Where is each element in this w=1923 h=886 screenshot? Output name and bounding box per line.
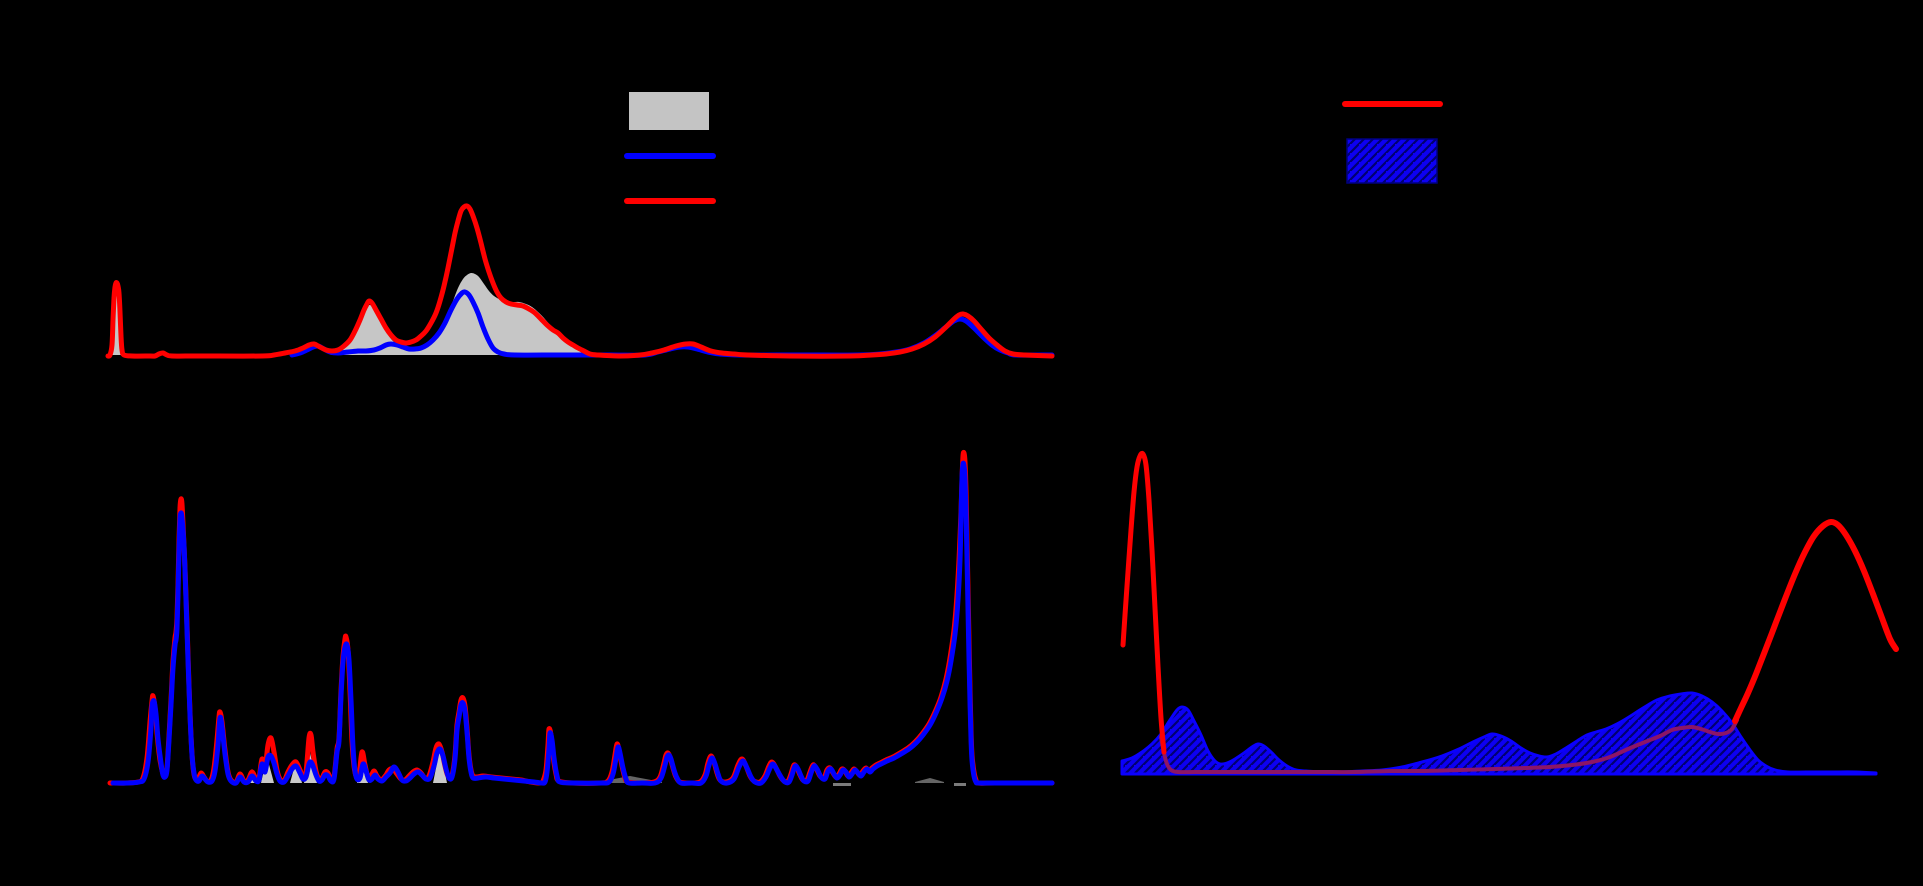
panel-top-right — [1342, 101, 1443, 184]
tl-red-curve — [105, 203, 1055, 359]
bl-gray-baseline-dash-1 — [833, 783, 851, 786]
bl-blue-curve — [110, 460, 1055, 787]
panel-bottom-left — [107, 449, 1055, 787]
tr-legend-blue-hatched-swatch — [1346, 138, 1438, 184]
bl-gray-baseline-dash-2 — [954, 783, 966, 786]
tl-legend-gray-swatch — [629, 92, 709, 130]
bl-gray-triangle-3 — [290, 761, 302, 783]
br-red-narrow-peak — [1120, 450, 1167, 755]
bl-gray-triangle-6 — [433, 748, 447, 783]
bl-gray-sliver-2 — [915, 778, 944, 783]
panel-bottom-right — [1120, 450, 1899, 776]
br-red-curve-under-fill — [1159, 718, 1739, 775]
br-blue-hatched-area — [1120, 691, 1878, 776]
br-red-broad-peak — [1732, 518, 1899, 724]
panel-top-left — [105, 92, 1055, 359]
tl-gray-main-fill — [330, 272, 591, 355]
